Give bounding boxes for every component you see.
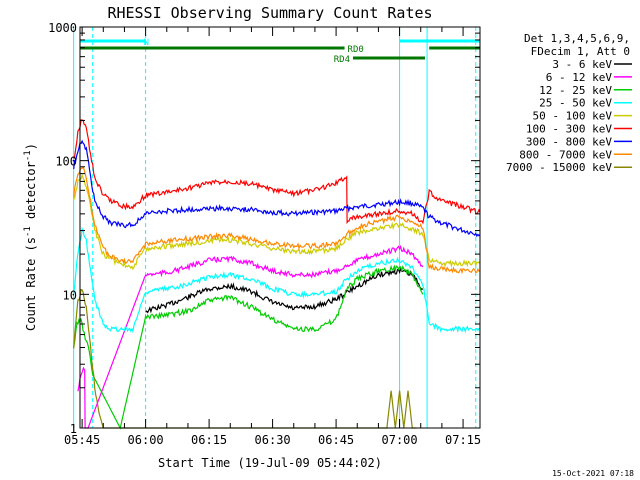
legend-label-4: 50 - 100 keV	[533, 110, 613, 123]
legend: Det 1,3,4,5,6,9, FDecim 1, Att 0 3 - 6 k…	[506, 32, 632, 174]
x-tick-label-4: 06:45	[318, 433, 354, 447]
x-tick-label-6: 07:15	[445, 433, 481, 447]
legend-label-6: 300 - 800 keV	[526, 135, 612, 148]
series-line-4	[73, 173, 481, 271]
legend-label-8: 7000 - 15000 keV	[506, 161, 612, 174]
annotation-label-0: N	[144, 38, 149, 48]
footer-timestamp: 15-Oct-2021 07:18	[552, 469, 634, 478]
legend-label-1: 6 - 12 keV	[546, 71, 613, 84]
x-tick-label-3: 06:30	[255, 433, 291, 447]
legend-label-2: 12 - 25 keV	[539, 84, 612, 97]
annotation-label-1: RD0	[348, 45, 364, 55]
y-tick-label-3: 1000	[48, 21, 77, 35]
x-tick-label-0: 05:45	[64, 433, 100, 447]
y-tick-label-2: 100	[55, 155, 77, 169]
y-axis-label-main: Count Rate (s	[24, 237, 38, 331]
y-axis-label: Count Rate (s-1 detector-1)	[23, 143, 38, 331]
axes: 1 10 100 1000 05:45 06:00 06:15 06:30 06:45 07:00…	[48, 21, 481, 447]
series-line-1	[77, 244, 424, 429]
series-line-2	[73, 264, 424, 430]
legend-label-5: 100 - 300 keV	[526, 123, 612, 136]
x-tick-label-1: 06:00	[128, 433, 164, 447]
plot-frame	[79, 26, 481, 429]
x-axis-label: Start Time (19-Jul-09 05:44:02)	[158, 456, 382, 470]
legend-label-3: 25 - 50 keV	[539, 97, 612, 110]
x-tick-label-2: 06:15	[191, 433, 227, 447]
series-line-7	[73, 166, 481, 275]
legend-label-7: 800 - 7000 keV	[519, 148, 612, 161]
y-axis-label-sup2: -1	[23, 150, 33, 161]
legend-title-2: FDecim 1, Att 0	[531, 45, 630, 58]
y-tick-label-1: 10	[63, 288, 77, 302]
legend-label-0: 3 - 6 keV	[552, 58, 612, 71]
y-axis-label-sup1: -1	[23, 226, 33, 237]
y-axis-label-end: )	[24, 143, 38, 150]
y-tick-label-0: 1	[70, 422, 77, 436]
series-line-5	[73, 119, 481, 225]
legend-title-1: Det 1,3,4,5,6,9,	[524, 32, 630, 45]
series-line-3	[73, 226, 481, 334]
series-line-6	[73, 139, 481, 238]
chart-title: RHESSI Observing Summary Count Rates	[107, 4, 432, 22]
annotation-label-3: RD4	[334, 55, 350, 65]
y-axis-label-mid: detector	[24, 161, 38, 226]
series-line-0	[145, 267, 424, 314]
x-tick-label-5: 07:00	[382, 433, 418, 447]
